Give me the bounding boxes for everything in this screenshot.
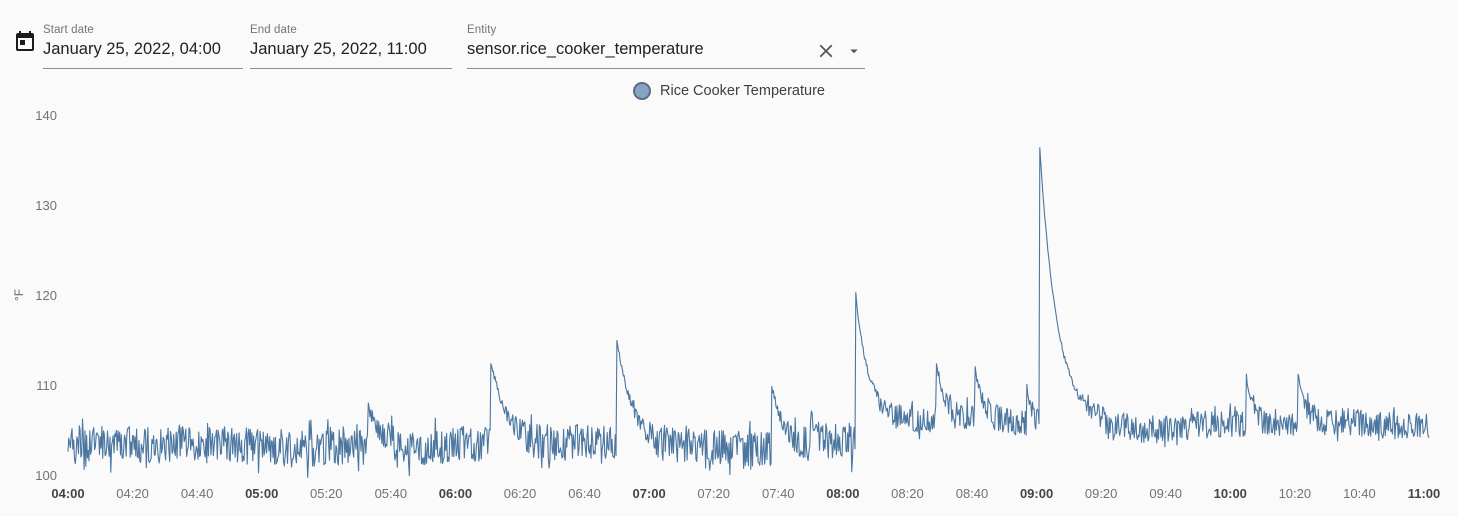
y-tick-label: 140: [35, 108, 57, 123]
x-tick-label: 09:00: [1019, 486, 1054, 501]
x-tick-label: 04:20: [116, 486, 149, 501]
y-axis-title: °F: [12, 288, 27, 302]
x-tick-label: 10:00: [1213, 486, 1247, 501]
entity-dropdown-button[interactable]: [845, 42, 863, 60]
x-tick-label: 06:20: [503, 486, 537, 501]
clear-entity-button[interactable]: [815, 40, 837, 62]
x-tick-label: 07:00: [632, 486, 666, 501]
x-tick-label: 04:40: [180, 486, 214, 501]
legend-marker-icon: [633, 82, 652, 100]
start-date-field[interactable]: Start date January 25, 2022, 04:00: [43, 23, 243, 69]
x-tick-label: 08:40: [955, 486, 989, 501]
legend-item-rice-cooker[interactable]: Rice Cooker Temperature: [633, 82, 825, 100]
entity-picker-field[interactable]: Entity sensor.rice_cooker_temperature: [467, 23, 865, 69]
chart-legend: Rice Cooker Temperature: [0, 82, 1458, 100]
x-tick-label: 07:40: [762, 486, 795, 501]
x-tick-label: 11:00: [1407, 486, 1441, 501]
x-tick-label: 07:20: [697, 486, 730, 501]
end-date-field[interactable]: End date January 25, 2022, 11:00: [250, 23, 452, 69]
x-tick-label: 09:40: [1149, 486, 1182, 501]
x-tick-label: 06:00: [438, 486, 473, 501]
history-toolbar: Start date January 25, 2022, 04:00 End d…: [0, 0, 1458, 72]
calendar-today-icon: [16, 31, 34, 51]
x-tick-label: 10:20: [1278, 486, 1312, 501]
end-date-value[interactable]: January 25, 2022, 11:00: [250, 40, 427, 58]
start-date-label: Start date: [43, 24, 94, 36]
y-tick-label: 130: [35, 198, 57, 213]
y-tick-label: 100: [35, 468, 57, 483]
close-icon: [819, 44, 833, 58]
x-tick-label: 08:00: [826, 486, 860, 501]
y-tick-label: 110: [36, 378, 57, 393]
x-tick-label: 05:00: [245, 486, 279, 501]
start-date-value[interactable]: January 25, 2022, 04:00: [43, 40, 221, 58]
x-tick-label: 05:20: [310, 486, 343, 501]
legend-label: Rice Cooker Temperature: [660, 83, 825, 99]
entity-value[interactable]: sensor.rice_cooker_temperature: [467, 40, 704, 58]
entity-label: Entity: [467, 24, 497, 36]
end-date-label: End date: [250, 24, 297, 36]
chevron-down-icon: [850, 49, 858, 54]
x-tick-label: 10:40: [1343, 486, 1376, 501]
y-tick-label: 120: [35, 288, 57, 303]
x-tick-label: 06:40: [568, 486, 601, 501]
calendar-icon[interactable]: [12, 30, 38, 56]
x-tick-label: 04:00: [51, 486, 85, 501]
temperature-series-line: [67, 147, 1430, 478]
x-tick-label: 05:40: [374, 486, 408, 501]
x-tick-label: 09:20: [1084, 486, 1118, 501]
x-tick-label: 08:20: [891, 486, 924, 501]
